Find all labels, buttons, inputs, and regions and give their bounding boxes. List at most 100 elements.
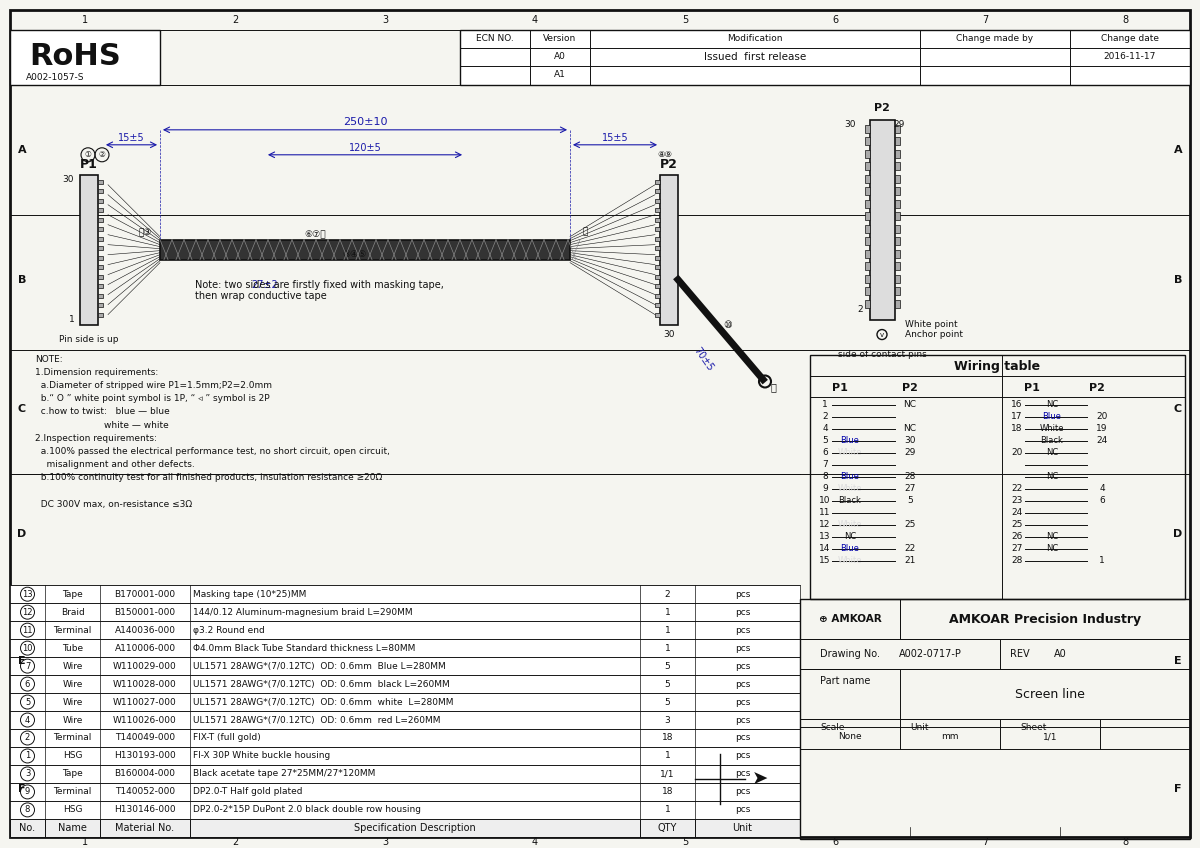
Text: 7: 7 <box>25 661 30 671</box>
Bar <box>865 262 870 271</box>
Text: F: F <box>1175 784 1182 794</box>
Text: 5: 5 <box>907 496 913 505</box>
Text: D: D <box>1174 529 1183 539</box>
Text: Blue: Blue <box>840 471 859 481</box>
Bar <box>895 287 900 295</box>
Bar <box>865 237 870 245</box>
Text: ③④⑤: ③④⑤ <box>343 250 367 259</box>
Text: 11: 11 <box>23 626 32 634</box>
Text: 10: 10 <box>820 496 830 505</box>
Bar <box>800 719 1190 749</box>
Text: 2: 2 <box>25 734 30 743</box>
Bar <box>895 262 900 271</box>
Text: None: None <box>838 733 862 741</box>
Text: pcs: pcs <box>734 788 750 796</box>
Text: 16: 16 <box>1012 400 1022 409</box>
Text: HSG: HSG <box>62 751 83 761</box>
Text: 12: 12 <box>23 608 32 616</box>
Text: 144/0.12 Aluminum-magnesium braid L=290MM: 144/0.12 Aluminum-magnesium braid L=290M… <box>193 608 413 616</box>
Text: 1/1: 1/1 <box>660 769 674 778</box>
Text: White: White <box>1039 424 1064 433</box>
Bar <box>655 246 660 250</box>
Text: pcs: pcs <box>734 769 750 778</box>
Text: ②: ② <box>98 150 106 159</box>
Bar <box>655 237 660 241</box>
Text: 26: 26 <box>1012 532 1022 541</box>
Text: 1: 1 <box>665 806 671 814</box>
Text: W110026-000: W110026-000 <box>113 716 176 724</box>
Text: 20: 20 <box>1097 412 1108 421</box>
Text: 5: 5 <box>665 679 671 689</box>
Text: 25: 25 <box>1012 520 1022 529</box>
Bar <box>98 255 103 259</box>
Text: P2: P2 <box>660 159 678 171</box>
Text: FI-X 30P White buckle housing: FI-X 30P White buckle housing <box>193 751 330 761</box>
Text: 9: 9 <box>822 484 828 493</box>
Bar <box>10 621 800 639</box>
Text: Black acetate tape 27*25MM/27*120MM: Black acetate tape 27*25MM/27*120MM <box>193 769 376 778</box>
Bar <box>800 600 900 639</box>
Text: 2: 2 <box>857 305 863 314</box>
Text: 2: 2 <box>665 589 671 599</box>
Text: UL1571 28AWG*(7/0.12TC)  OD: 0.6mm  white  L=280MM: UL1571 28AWG*(7/0.12TC) OD: 0.6mm white … <box>193 698 454 706</box>
Text: Modification: Modification <box>727 35 782 43</box>
Text: Masking tape (10*25)MM: Masking tape (10*25)MM <box>193 589 306 599</box>
Bar <box>655 227 660 232</box>
Text: 18: 18 <box>1012 424 1022 433</box>
Text: side of contact pins: side of contact pins <box>838 350 926 359</box>
Text: A0: A0 <box>554 53 566 61</box>
Text: pcs: pcs <box>734 644 750 653</box>
Text: 7: 7 <box>982 837 988 847</box>
Bar <box>655 313 660 316</box>
Text: B: B <box>18 275 26 285</box>
Bar <box>655 293 660 298</box>
Text: 15: 15 <box>820 555 830 565</box>
Bar <box>655 198 660 203</box>
Text: pcs: pcs <box>734 698 750 706</box>
Text: Material No.: Material No. <box>115 823 174 833</box>
Bar <box>895 137 900 145</box>
Text: 20: 20 <box>1012 448 1022 457</box>
Text: NC: NC <box>1046 400 1058 409</box>
Text: Unit: Unit <box>732 823 752 833</box>
Text: 15±5: 15±5 <box>118 133 145 142</box>
Text: 27±2: 27±2 <box>252 280 278 290</box>
Text: Name: Name <box>58 823 86 833</box>
Text: 6: 6 <box>1099 496 1105 505</box>
Text: 70±5: 70±5 <box>691 346 715 373</box>
Text: 30: 30 <box>845 120 856 130</box>
Text: Specification Description: Specification Description <box>354 823 476 833</box>
Bar <box>895 187 900 195</box>
Bar <box>865 187 870 195</box>
Text: Black: Black <box>1040 436 1063 445</box>
Text: 1: 1 <box>82 15 88 25</box>
Text: FIX-T (full gold): FIX-T (full gold) <box>193 734 260 743</box>
Text: Note: two sides are firstly fixed with masking tape,
then wrap conductive tape: Note: two sides are firstly fixed with m… <box>194 280 444 301</box>
Text: ⑬: ⑬ <box>582 227 588 237</box>
Text: Braid: Braid <box>61 608 84 616</box>
Text: 10: 10 <box>23 644 32 653</box>
Text: NC: NC <box>904 400 917 409</box>
Bar <box>865 125 870 133</box>
Text: 5: 5 <box>665 698 671 706</box>
Text: 1: 1 <box>70 315 74 324</box>
Text: ⑩: ⑩ <box>724 320 732 330</box>
Text: A0: A0 <box>1054 649 1067 659</box>
Bar <box>865 212 870 220</box>
Bar <box>10 801 800 819</box>
Bar <box>655 218 660 221</box>
Text: 7: 7 <box>822 460 828 469</box>
Text: Black: Black <box>839 496 862 505</box>
Text: 29: 29 <box>893 120 905 130</box>
Bar <box>895 150 900 158</box>
Text: 17: 17 <box>1012 412 1022 421</box>
Text: 22: 22 <box>1012 484 1022 493</box>
Text: No.: No. <box>19 823 36 833</box>
Bar <box>10 693 800 711</box>
Text: H130193-000: H130193-000 <box>114 751 176 761</box>
Text: Scale: Scale <box>820 722 845 732</box>
Bar <box>98 275 103 279</box>
Bar <box>655 265 660 269</box>
Text: 1: 1 <box>1099 555 1105 565</box>
Text: DP2.0-2*15P DuPont 2.0 black double row housing: DP2.0-2*15P DuPont 2.0 black double row … <box>193 806 421 814</box>
